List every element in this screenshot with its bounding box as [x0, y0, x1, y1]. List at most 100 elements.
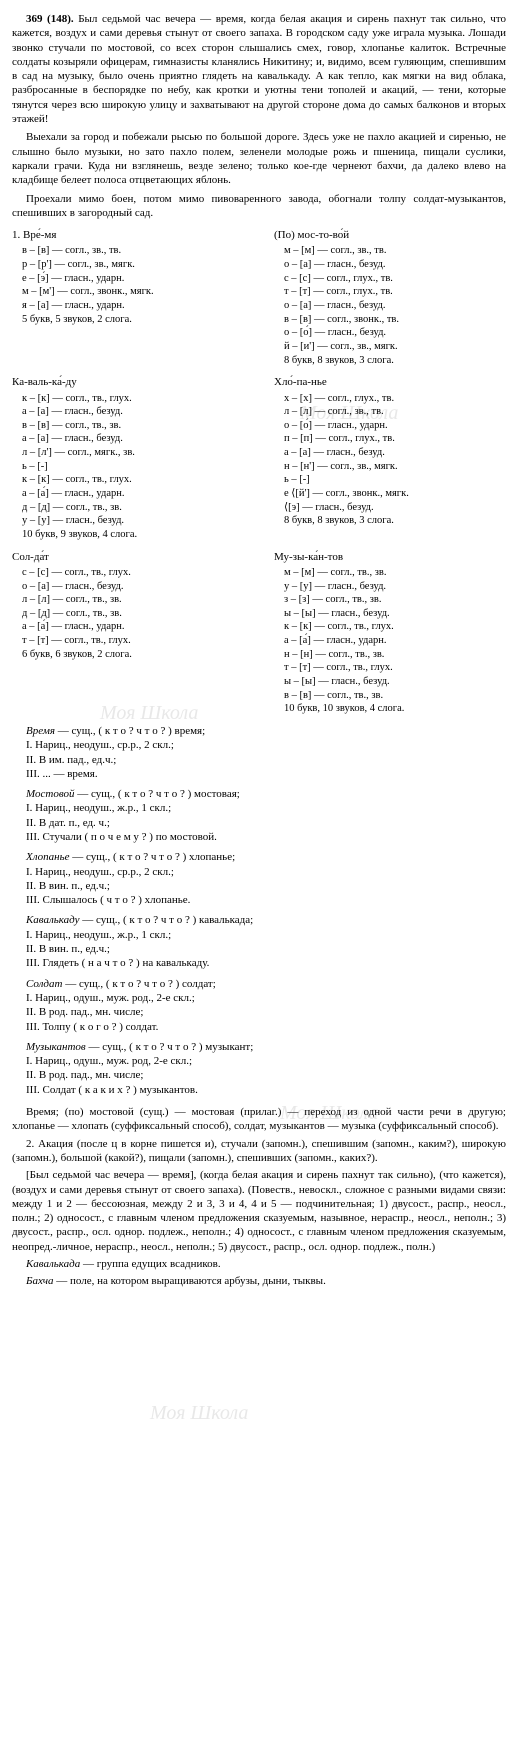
phonetic-line: в – [в] — согл., звонк., тв.	[274, 313, 506, 327]
morph-iii: III. Слышалось ( ч т о ? ) хлопанье.	[12, 893, 506, 907]
morph-iii: III. Толпу ( к о г о ? ) солдат.	[12, 1020, 506, 1034]
phonetic-line: к – [к] — согл., тв., глух.	[12, 392, 244, 406]
morph-ii: II. В им. пад., ед.ч.;	[12, 753, 506, 767]
phonetic-line: х – [х] — согл., глух., тв.	[274, 392, 506, 406]
morph-header: Время — сущ., ( к т о ? ч т о ? ) время;	[12, 724, 506, 738]
exercise-number: 369 (148).	[26, 13, 74, 25]
phonetic-line: в – [в] — согл., тв., зв.	[12, 419, 244, 433]
phonetic-line: я – [а] — гласн., ударн.	[12, 299, 244, 313]
phonetic-line: о – [а] — гласн., безуд.	[274, 258, 506, 272]
morph-block: Мостовой — сущ., ( к т о ? ч т о ? ) мос…	[12, 787, 506, 844]
morph-block: Кавалькаду — сущ., ( к т о ? ч т о ? ) к…	[12, 913, 506, 970]
phonetic-line: н – [н'] — согл., зв., мягк.	[274, 460, 506, 474]
phonetic-analysis-row2: Ка-валь-ка́-ду к – [к] — согл., тв., глу…	[12, 375, 506, 541]
morph-block: Музыкантов — сущ., ( к т о ? ч т о ? ) м…	[12, 1040, 506, 1097]
phonetic-line: т – [т] — согл., тв., глух.	[274, 661, 506, 675]
phonetic-line: п – [п] — согл., глух., тв.	[274, 432, 506, 446]
phonetic-line: ь – [-]	[12, 460, 244, 474]
phonetic-line: ⟨[э] — гласн., безуд.	[274, 501, 506, 515]
phonetic-title-2: (По) мос-то-во́й	[274, 228, 506, 242]
morph-i: I. Нариц., неодуш., ж.р., 1 скл.;	[12, 801, 506, 815]
phonetic-line: ы – [ы] — гласн., безуд.	[274, 607, 506, 621]
phonetic-line: е ⟨[й'] — согл., звонк., мягк.	[274, 487, 506, 501]
morph-header: Кавалькаду — сущ., ( к т о ? ч т о ? ) к…	[12, 913, 506, 927]
phonetic-line: к – [к] — согл., тв., глух.	[12, 473, 244, 487]
paragraph-2: Выехали за город и побежали рысью по бол…	[12, 130, 506, 187]
phonetic-sum-5: 6 букв, 6 звуков, 2 слога.	[12, 648, 244, 662]
phonetic-line: с – [с] — согл., тв., глух.	[12, 566, 244, 580]
morph-iii: III. Стучали ( п о ч е м у ? ) по мостов…	[12, 830, 506, 844]
morph-iii: III. ... — время.	[12, 767, 506, 781]
morph-iii: III. Глядеть ( н а ч т о ? ) на кавалька…	[12, 956, 506, 970]
morph-ii: II. В род. пад., мн. числе;	[12, 1005, 506, 1019]
phonetic-title-4: Хло́-па-нье	[274, 375, 506, 389]
phonetic-analysis-row1: 1. Вре́-мя в – [в] — согл., зв., тв.р – …	[12, 228, 506, 367]
phonetic-line: у – [у] — гласн., безуд.	[12, 514, 244, 528]
phonetic-line: а – [а] — гласн., безуд.	[12, 432, 244, 446]
phonetic-line: т – [т] — согл., глух., тв.	[274, 285, 506, 299]
phonetic-line: л – [л] — согл., тв., зв.	[12, 593, 244, 607]
morph-header: Солдат — сущ., ( к т о ? ч т о ? ) солда…	[12, 977, 506, 991]
phonetic-line: о – [а] — гласн., безуд.	[12, 580, 244, 594]
phonetic-title-5: Сол-да́т	[12, 550, 244, 564]
phonetic-line: а – [а] — гласн., безуд.	[274, 446, 506, 460]
morph-header: Хлопанье — сущ., ( к т о ? ч т о ? ) хло…	[12, 850, 506, 864]
phonetic-line: с – [с] — согл., глух., тв.	[274, 272, 506, 286]
phonetic-title-1: 1. Вре́-мя	[12, 228, 244, 242]
phonetic-title-3: Ка-валь-ка́-ду	[12, 375, 244, 389]
phonetic-line: о – [а] — гласн., безуд.	[274, 299, 506, 313]
morph-i: I. Нариц., одуш., муж. род, 2-е скл.;	[12, 1054, 506, 1068]
final-section: Время; (по) мостовой (сущ.) — мостовая (…	[12, 1105, 506, 1289]
morph-i: I. Нариц., неодуш., ср.р., 2 скл.;	[12, 738, 506, 752]
part2: 2. Акация (после ц в корне пишется и), с…	[12, 1137, 506, 1166]
glossary-item: Кавалькада — группа едущих всадников.	[12, 1257, 506, 1271]
morph-i: I. Нариц., одуш., муж. род., 2-е скл.;	[12, 991, 506, 1005]
morph-header: Музыкантов — сущ., ( к т о ? ч т о ? ) м…	[12, 1040, 506, 1054]
exercise-text: 369 (148). Был седьмой час вечера — врем…	[12, 12, 506, 220]
phonetic-line: к – [к] — согл., тв., глух.	[274, 620, 506, 634]
phonetic-analysis-row3: Сол-да́т с – [с] — согл., тв., глух.о – …	[12, 550, 506, 716]
morph-block: Хлопанье — сущ., ( к т о ? ч т о ? ) хло…	[12, 850, 506, 907]
phonetic-line: е – [э́] — гласн., ударн.	[12, 272, 244, 286]
phonetic-sum-6: 10 букв, 10 звуков, 4 слога.	[274, 702, 506, 716]
phonetic-line: а – [а] — гласн., безуд.	[12, 405, 244, 419]
paragraph-3: Проехали мимо боен, потом мимо пивоварен…	[12, 192, 506, 221]
phonetic-sum-2: 8 букв, 8 звуков, 3 слога.	[274, 354, 506, 368]
phonetic-line: в – [в] — согл., тв., зв.	[274, 689, 506, 703]
phonetic-line: а – [а́] — гласн., ударн.	[274, 634, 506, 648]
phonetic-line: д – [д] — согл., тв., зв.	[12, 501, 244, 515]
watermark: Моя Школа	[150, 1400, 248, 1426]
phonetic-sum-3: 10 букв, 9 звуков, 4 слога.	[12, 528, 244, 542]
phonetic-sum-4: 8 букв, 8 звуков, 3 слога.	[274, 514, 506, 528]
wordformation: Время; (по) мостовой (сущ.) — мостовая (…	[12, 1105, 506, 1134]
phonetic-line: р – [р'] — согл., зв., мягк.	[12, 258, 244, 272]
phonetic-line: а – [а́] — гласн., ударн.	[12, 487, 244, 501]
phonetic-line: о – [о́] — гласн., безуд.	[274, 326, 506, 340]
morph-header: Мостовой — сущ., ( к т о ? ч т о ? ) мос…	[12, 787, 506, 801]
phonetic-line: з – [з] — согл., тв., зв.	[274, 593, 506, 607]
phonetic-title-6: Му-зы-ка́н-тов	[274, 550, 506, 564]
phonetic-line: в – [в] — согл., зв., тв.	[12, 244, 244, 258]
paragraph-1: Был седьмой час вечера — время, когда бе…	[12, 13, 506, 125]
phonetic-line: ь – [-]	[274, 473, 506, 487]
phonetic-line: м – [м] — согл., тв., зв.	[274, 566, 506, 580]
morphology-section: Время — сущ., ( к т о ? ч т о ? ) время;…	[12, 724, 506, 1097]
phonetic-line: т – [т] — согл., тв., глух.	[12, 634, 244, 648]
phonetic-line: л – [л] — согл., зв., тв.	[274, 405, 506, 419]
morph-block: Время — сущ., ( к т о ? ч т о ? ) время;…	[12, 724, 506, 781]
phonetic-line: а – [а́] — гласн., ударн.	[12, 620, 244, 634]
phonetic-line: л – [л'] — согл., мягк., зв.	[12, 446, 244, 460]
phonetic-line: й – [и'] — согл., зв., мягк.	[274, 340, 506, 354]
phonetic-line: м – [м'] — согл., звонк., мягк.	[12, 285, 244, 299]
phonetic-line: д – [д] — согл., тв., зв.	[12, 607, 244, 621]
phonetic-line: ы – [ы] — гласн., безуд.	[274, 675, 506, 689]
glossary-item: Бахча — поле, на котором выращиваются ар…	[12, 1274, 506, 1288]
morph-ii: II. В вин. п., ед.ч.;	[12, 942, 506, 956]
morph-ii: II. В дат. п., ед. ч.;	[12, 816, 506, 830]
phonetic-line: у – [у] — гласн., безуд.	[274, 580, 506, 594]
morph-block: Солдат — сущ., ( к т о ? ч т о ? ) солда…	[12, 977, 506, 1034]
morph-ii: II. В род. пад., мн. числе;	[12, 1068, 506, 1082]
morph-i: I. Нариц., неодуш., ср.р., 2 скл.;	[12, 865, 506, 879]
syntax-analysis: [Был седьмой час вечера — время], (когда…	[12, 1168, 506, 1254]
phonetic-line: н – [н] — согл., тв., зв.	[274, 648, 506, 662]
